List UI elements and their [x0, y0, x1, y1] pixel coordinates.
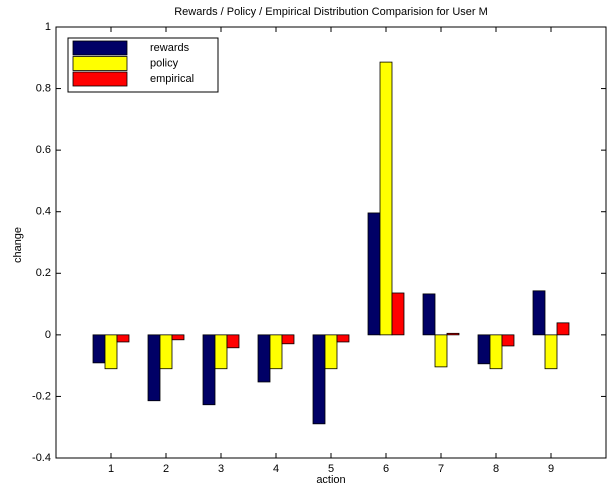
bar — [422, 293, 436, 336]
bar — [159, 334, 173, 370]
y-tick-label: 0.4 — [36, 206, 51, 218]
bar — [532, 290, 546, 336]
y-axis-label: change — [12, 227, 24, 263]
x-axis-label: action — [316, 474, 345, 486]
bar — [544, 334, 558, 370]
bar — [434, 334, 448, 368]
bar — [269, 334, 283, 370]
bar — [556, 322, 570, 336]
legend-swatch — [72, 71, 128, 87]
x-tick-label: 5 — [328, 463, 334, 475]
bar — [171, 334, 185, 341]
bar — [257, 334, 271, 383]
bar — [367, 212, 381, 336]
bar — [391, 292, 405, 336]
legend-label: policy — [150, 57, 179, 69]
y-tick-label: -0.4 — [32, 452, 51, 464]
bar — [336, 334, 350, 343]
legend-label: empirical — [150, 73, 194, 85]
bar — [104, 334, 118, 370]
bar — [214, 334, 228, 370]
bar — [281, 334, 295, 345]
y-tick-label: 0.8 — [36, 82, 51, 94]
y-tick-label: 0.2 — [36, 267, 51, 279]
x-tick-label: 8 — [493, 463, 499, 475]
y-tick-label: -0.2 — [32, 390, 51, 402]
bar — [92, 334, 106, 364]
chart-title: Rewards / Policy / Empirical Distributio… — [174, 6, 488, 18]
bar — [312, 334, 326, 425]
bar — [489, 334, 503, 370]
bar — [324, 334, 338, 370]
bar — [501, 334, 515, 347]
bar — [477, 334, 491, 365]
x-tick-label: 6 — [383, 463, 389, 475]
bar — [379, 61, 393, 336]
x-tick-label: 4 — [273, 463, 279, 475]
legend-swatch — [72, 40, 128, 56]
x-tick-label: 1 — [108, 463, 114, 475]
x-tick-label: 2 — [163, 463, 169, 475]
bar — [226, 334, 240, 349]
bar — [116, 334, 130, 343]
x-tick-label: 7 — [438, 463, 444, 475]
x-tick-label: 3 — [218, 463, 224, 475]
legend-swatch — [72, 56, 128, 71]
y-tick-label: 0 — [45, 329, 51, 341]
bar — [147, 334, 161, 402]
bar — [202, 334, 216, 406]
legend-label: rewards — [150, 42, 190, 54]
bar — [446, 332, 460, 336]
y-tick-label: 1 — [45, 21, 51, 33]
y-tick-label: 0.6 — [36, 144, 51, 156]
x-tick-label: 9 — [548, 463, 554, 475]
